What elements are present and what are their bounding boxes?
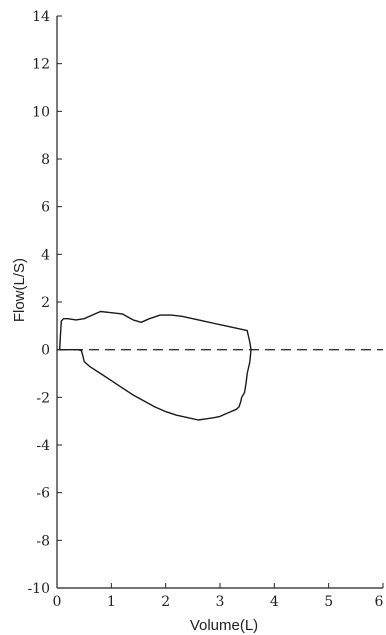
x-tick-label: 6 [375,594,384,610]
y-tick-label: -4 [36,438,50,454]
x-tick-label: 5 [324,594,333,610]
y-axis-ticks: -10 -8 -6 -4 -2 0 2 4 6 8 10 12 14 [27,9,62,597]
y-tick-label: 0 [41,343,50,359]
y-tick-label: 12 [32,57,50,73]
y-tick-label: 4 [41,247,50,263]
y-tick-label: 8 [41,152,50,168]
x-tick-label: 3 [216,594,225,610]
x-axis-label: Volume(L) [190,617,258,634]
y-axis-label: Flow(L/S) [11,258,28,322]
y-tick-label: -8 [36,533,50,549]
y-tick-label: 14 [32,9,50,25]
y-tick-label: -10 [27,581,50,597]
x-tick-label: 0 [53,594,62,610]
y-tick-label: 10 [32,104,50,120]
y-tick-label: 6 [41,200,50,216]
x-tick-label: 4 [270,594,279,610]
x-axis-ticks: 0 1 2 3 4 5 6 [53,583,384,610]
flow-volume-loop [59,310,252,421]
y-tick-label: -6 [36,486,50,502]
y-tick-label: 2 [41,295,50,311]
y-tick-label: -2 [36,390,50,406]
x-tick-label: 1 [107,594,116,610]
x-tick-label: 2 [161,594,170,610]
